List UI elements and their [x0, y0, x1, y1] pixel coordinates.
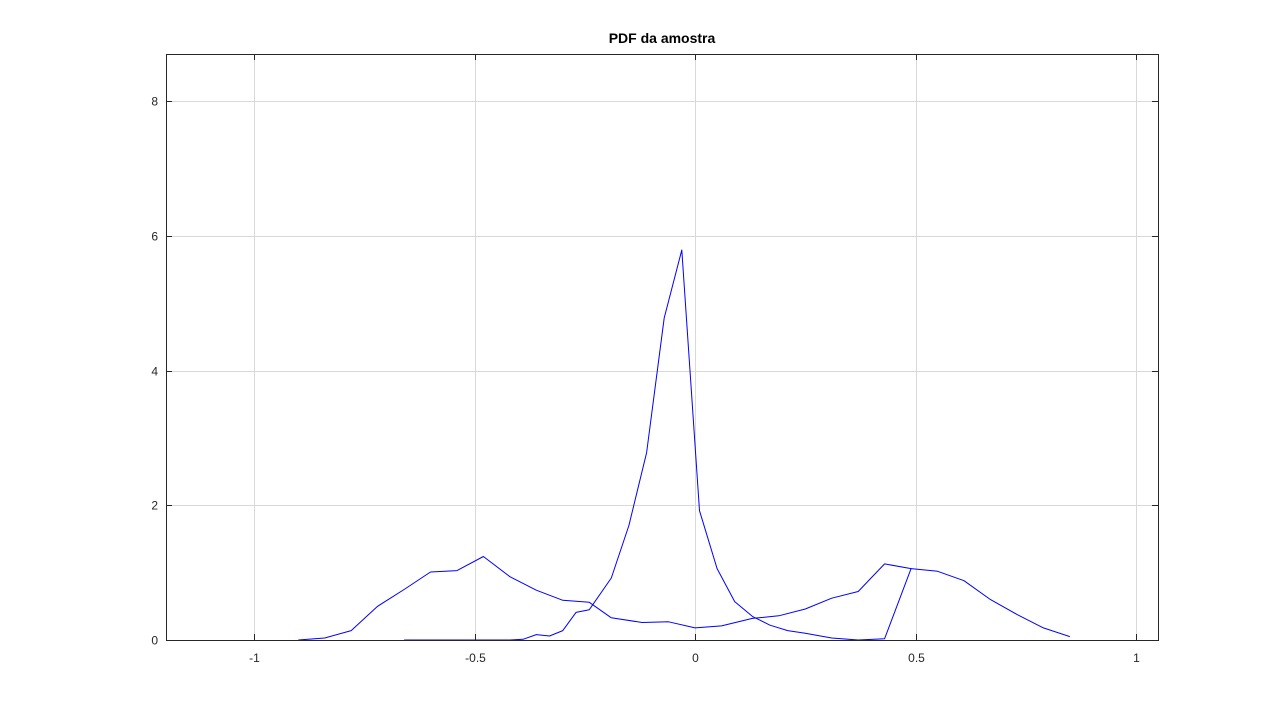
x-tick-label: 0 [692, 651, 699, 665]
x-tick-label: 1 [1133, 651, 1140, 665]
y-tick-label: 6 [151, 230, 158, 244]
x-tick-label: 0.5 [908, 651, 925, 665]
series-line-1 [298, 556, 912, 641]
x-tick-label: -0.5 [465, 651, 486, 665]
y-tick-label: 2 [151, 499, 158, 513]
axis-ticks: -1 -0.5 0 0.5 1 0 2 4 6 8 [151, 54, 1158, 665]
y-tick-label: 4 [151, 365, 158, 379]
axes-box [166, 54, 1159, 641]
series-line-2 [404, 249, 1070, 641]
axes-background [166, 54, 1158, 640]
y-tick-label: 0 [151, 634, 158, 648]
chart-title: PDF da amostra [609, 30, 716, 46]
y-tick-label: 8 [151, 95, 158, 109]
plot-area [298, 249, 1070, 641]
x-tick-label: -1 [249, 651, 260, 665]
